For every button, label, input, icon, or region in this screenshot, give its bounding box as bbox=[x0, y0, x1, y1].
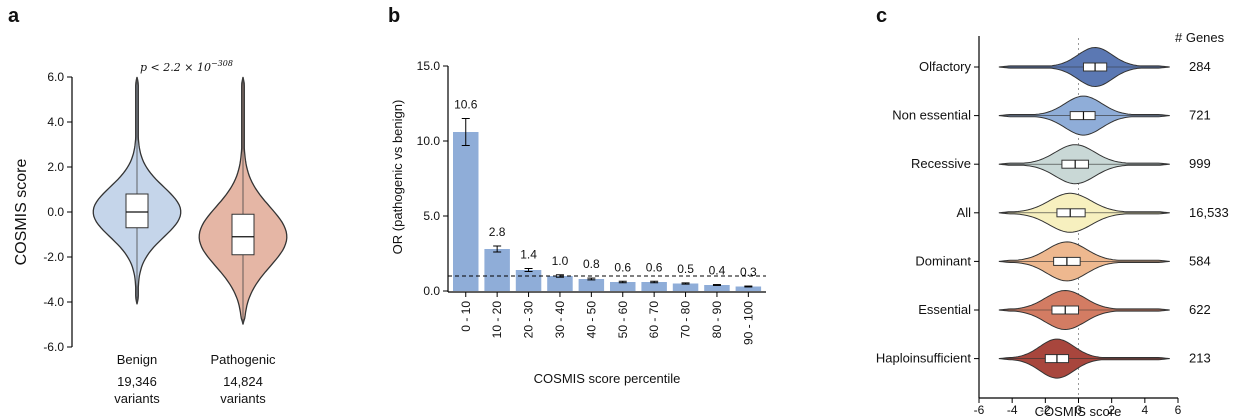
a-y-axis-label: COSMIS score bbox=[13, 159, 30, 266]
a-y-tick-label: -2.0 bbox=[43, 250, 64, 264]
b-y-ticks: 0.0 5.0 10.0 15.0 bbox=[417, 59, 448, 298]
b-y-tick-label: 5.0 bbox=[423, 209, 440, 223]
b-x-tick-label: 0 - 10 bbox=[459, 301, 473, 332]
b-y-tick-label: 15.0 bbox=[417, 59, 441, 73]
box-iqr bbox=[1069, 111, 1096, 121]
bar-value-label: 1.4 bbox=[520, 248, 537, 262]
c-x-tick-label: -2 bbox=[1040, 403, 1051, 417]
bar-50-60 bbox=[610, 282, 636, 291]
b-x-tick-label: 40 - 50 bbox=[584, 301, 598, 339]
group-count-unit-label: variants bbox=[220, 391, 266, 406]
b-x-tick-label: 60 - 70 bbox=[647, 301, 661, 339]
bar-value-label: 0.5 bbox=[677, 262, 694, 276]
c-x-tick-label: 6 bbox=[1175, 403, 1182, 417]
a-y-tick-label: 6.0 bbox=[47, 70, 64, 84]
b-x-tick-label: 30 - 40 bbox=[553, 301, 567, 339]
gene-count-label: 622 bbox=[1189, 302, 1211, 317]
gene-count-label: 284 bbox=[1189, 59, 1211, 74]
c-x-tick-label: -6 bbox=[974, 403, 985, 417]
gene-count-label: 213 bbox=[1189, 351, 1211, 366]
a-y-tick-label: 4.0 bbox=[47, 115, 64, 129]
bar-value-label: 10.6 bbox=[454, 98, 478, 112]
panel-a-label: a bbox=[8, 5, 20, 27]
bar-80-90 bbox=[704, 285, 730, 291]
category-label: Recessive bbox=[911, 156, 971, 171]
c-x-tick-label: 2 bbox=[1108, 403, 1115, 417]
b-x-tick-label: 70 - 80 bbox=[679, 301, 693, 339]
b-x-tick-label: 10 - 20 bbox=[490, 301, 504, 339]
b-y-axis-label: OR (pathogenic vs benign) bbox=[390, 100, 405, 255]
bar-value-label: 0.3 bbox=[740, 265, 757, 279]
bar-60-70 bbox=[641, 282, 667, 291]
b-y-tick-label: 0.0 bbox=[423, 284, 440, 298]
panel-a: a p < 2.2 × 10−308 6.0 4.0 2.0 0.0 -2.0 -4.0 -… bbox=[8, 5, 288, 406]
bar-0-10 bbox=[453, 132, 479, 291]
b-bars: 10.6 0 - 10 2.8 10 - 20 1.4 20 - 30 1.0 30 - 40… bbox=[453, 98, 762, 345]
bar-value-label: 0.8 bbox=[583, 257, 600, 271]
bar-10-20 bbox=[484, 249, 510, 291]
category-label: Haploinsufficient bbox=[876, 351, 972, 366]
bar-value-label: 0.6 bbox=[614, 260, 631, 274]
c-x-ticks: -6 -4 -2 0 2 4 6 bbox=[974, 398, 1182, 417]
a-x-labels: Benign 19,346 variants Pathogenic 14,824 vari… bbox=[114, 352, 276, 406]
c-x-tick-label: 0 bbox=[1075, 403, 1082, 417]
p-value-annotation: p < 2.2 × 10−308 bbox=[140, 59, 233, 74]
a-y-tick-label: -6.0 bbox=[43, 340, 64, 354]
bar-value-label: 2.8 bbox=[489, 225, 506, 239]
gene-count-label: 999 bbox=[1189, 156, 1211, 171]
bar-value-label: 0.4 bbox=[709, 264, 726, 278]
group-name-label: Benign bbox=[117, 352, 157, 367]
box-iqr bbox=[125, 193, 149, 229]
a-y-tick-label: 0.0 bbox=[47, 205, 64, 219]
b-x-axis-label: COSMIS score percentile bbox=[534, 371, 681, 386]
gene-count-label: 584 bbox=[1189, 253, 1211, 268]
a-y-tick-label: -4.0 bbox=[43, 295, 64, 309]
panel-c-label: c bbox=[876, 5, 887, 27]
gene-count-label: 16,533 bbox=[1189, 205, 1229, 220]
box-iqr bbox=[1056, 208, 1086, 218]
b-y-tick-label: 10.0 bbox=[417, 134, 441, 148]
bar-40-50 bbox=[578, 279, 605, 291]
bar-value-label: 1.0 bbox=[552, 254, 569, 268]
category-label: All bbox=[957, 205, 972, 220]
c-count-header: # Genes bbox=[1175, 30, 1225, 45]
category-label: Essential bbox=[918, 302, 971, 317]
b-x-tick-label: 20 - 30 bbox=[522, 301, 536, 339]
bar-90-100 bbox=[735, 286, 762, 291]
category-label: Dominant bbox=[915, 253, 971, 268]
group-count-label: 19,346 bbox=[117, 374, 157, 389]
bar-value-label: 0.6 bbox=[646, 260, 663, 274]
b-x-tick-label: 80 - 90 bbox=[710, 301, 724, 339]
panel-c: c # Genes -6 -4 -2 0 2 4 6 COSMIS score Olfact… bbox=[876, 5, 1229, 419]
a-y-ticks: 6.0 4.0 2.0 0.0 -2.0 -4.0 -6.0 bbox=[43, 70, 72, 354]
bar-30-40 bbox=[547, 276, 573, 291]
bar-70-80 bbox=[672, 283, 699, 291]
c-x-axis-label: COSMIS score bbox=[1035, 404, 1122, 419]
a-y-tick-label: 2.0 bbox=[47, 160, 64, 174]
b-x-tick-label: 50 - 60 bbox=[616, 301, 630, 339]
panel-b-label: b bbox=[388, 5, 400, 27]
bar-20-30 bbox=[515, 270, 542, 291]
group-name-label: Pathogenic bbox=[210, 352, 276, 367]
box-iqr bbox=[231, 213, 255, 256]
gene-count-label: 721 bbox=[1189, 108, 1211, 123]
category-label: Non essential bbox=[892, 108, 971, 123]
c-violins: Olfactory 284 Non essential 721 Recessive 999… bbox=[876, 46, 1229, 379]
group-count-unit-label: variants bbox=[114, 391, 160, 406]
category-label: Olfactory bbox=[919, 59, 972, 74]
c-x-tick-label: -4 bbox=[1007, 403, 1018, 417]
panel-b: b 0.0 5.0 10.0 15.0 OR (pathogenic vs benig… bbox=[388, 5, 766, 386]
a-violins bbox=[92, 76, 288, 325]
group-count-label: 14,824 bbox=[223, 374, 263, 389]
c-x-tick-label: 4 bbox=[1141, 403, 1148, 417]
b-x-tick-label: 90 - 100 bbox=[741, 301, 755, 345]
